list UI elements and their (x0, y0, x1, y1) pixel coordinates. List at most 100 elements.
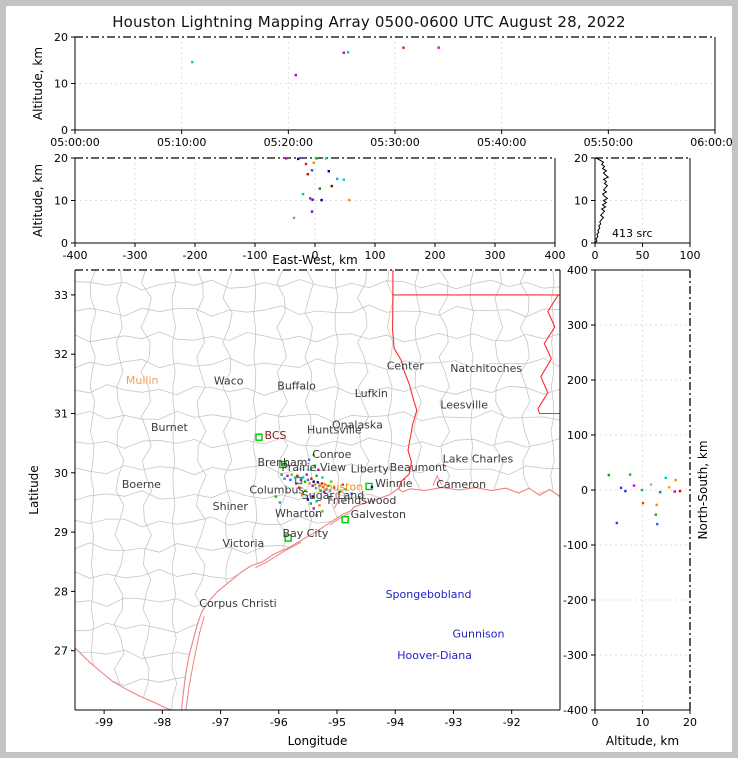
county-line (75, 331, 560, 343)
map-x-tick-label: -97 (212, 716, 230, 729)
time-y-tick-label: 20 (54, 31, 68, 44)
lightning-point (330, 184, 333, 188)
ns-xlabel: Altitude, km (606, 734, 679, 748)
lightning-point (315, 157, 318, 160)
lma-station-marker (255, 433, 263, 441)
ew-y-tick-label: 0 (61, 237, 68, 250)
map-ylabel: Latitude (27, 465, 41, 514)
lightning-point (336, 177, 339, 180)
lightning-point (311, 198, 314, 201)
rio-grande-border (74, 647, 172, 711)
city-label: Onalaska (332, 418, 383, 431)
lightning-point (315, 474, 318, 477)
hist-y-tick-label: 20 (574, 152, 588, 165)
city-label: Brenham (257, 456, 307, 469)
lightning-point (312, 161, 315, 164)
city-label: Buffalo (277, 380, 316, 393)
state-border (392, 294, 418, 489)
lightning-point (297, 157, 300, 161)
time-x-tick-label: 05:10:00 (157, 136, 206, 149)
county-line (75, 384, 560, 396)
lightning-point (309, 502, 312, 505)
lightning-point (667, 486, 671, 489)
city-label: Bay City (283, 527, 329, 540)
city-label: Victoria (223, 537, 265, 550)
lightning-point (303, 480, 307, 483)
city-label: Conroe (312, 448, 351, 461)
ns-y-tick-label: 100 (567, 429, 588, 442)
county-line (140, 270, 153, 710)
ns-y-tick-label: -100 (563, 539, 588, 552)
city-label: Beaumont (390, 461, 447, 474)
hist-y-tick-label: 0 (581, 237, 588, 250)
map-x-tick-label: -92 (503, 716, 521, 729)
city-label: Galveston (351, 508, 406, 521)
lightning-point (308, 482, 311, 485)
lightning-point (286, 474, 289, 477)
ew-xlabel: East-West, km (272, 253, 358, 267)
ns-x-tick-label: 20 (683, 716, 697, 729)
city-label: Columbus (249, 484, 304, 497)
ns-y-tick-label: -200 (563, 594, 588, 607)
lightning-point (327, 170, 330, 173)
lightning-point (313, 464, 317, 467)
lightning-point (320, 482, 324, 485)
source-count-annotation: 413 src (612, 227, 653, 240)
map-y-tick-label: 30 (54, 467, 68, 480)
city-label: BCS (264, 429, 286, 442)
lightning-point (305, 473, 308, 476)
county-line (75, 674, 560, 687)
city-label: Houston (317, 481, 363, 494)
map-y-tick-label: 31 (54, 408, 68, 421)
lightning-point (628, 473, 632, 476)
lightning-point (304, 162, 308, 166)
lightning-point (624, 489, 627, 493)
lma-station-marker (341, 515, 349, 524)
lightning-point (321, 485, 325, 489)
lightning-point (312, 480, 315, 483)
city-label: Sugar Land (302, 489, 365, 502)
lightning-point (346, 51, 350, 54)
lightning-point (327, 484, 330, 487)
ew-x-tick-label: 0 (312, 249, 319, 262)
lightning-point (306, 478, 310, 482)
lightning-point (641, 502, 645, 505)
lma-station-marker (279, 460, 287, 469)
city-label: Winnie (375, 477, 413, 490)
ew-x-tick-label: 300 (485, 249, 506, 262)
map-x-tick-label: -95 (328, 716, 346, 729)
lightning-point (321, 510, 324, 513)
lightning-point (316, 481, 319, 484)
city-label: Waco (214, 374, 244, 387)
lightning-point (295, 482, 298, 485)
lightning-point (325, 488, 328, 491)
lightning-point (300, 494, 304, 497)
lightning-point (658, 491, 662, 494)
lightning-point (310, 210, 314, 213)
time-x-tick-label: 05:20:00 (264, 136, 313, 149)
county-line (75, 357, 560, 370)
ew-x-tick-label: -200 (183, 249, 208, 262)
lightning-point (289, 478, 292, 482)
ns-y-tick-label: -300 (563, 649, 588, 662)
lightning-point (315, 514, 318, 517)
lightning-point (310, 169, 314, 172)
county-line (75, 304, 560, 318)
lightning-point (312, 453, 315, 457)
lightning-point (338, 490, 342, 493)
city-label: Center (387, 360, 425, 373)
city-label: Wharton (275, 507, 322, 520)
ew-y-tick-label: 20 (54, 152, 68, 165)
lightning-point (306, 173, 309, 176)
time-x-tick-label: 05:50:00 (584, 136, 633, 149)
lightning-point (324, 157, 327, 160)
lightning-point (342, 178, 345, 181)
lightning-point (344, 488, 347, 491)
lightning-point (332, 486, 336, 489)
lightning-point (342, 51, 345, 54)
lightning-point (301, 192, 305, 196)
lightning-point (290, 473, 293, 476)
lightning-point (314, 487, 318, 490)
lightning-point (341, 483, 344, 486)
